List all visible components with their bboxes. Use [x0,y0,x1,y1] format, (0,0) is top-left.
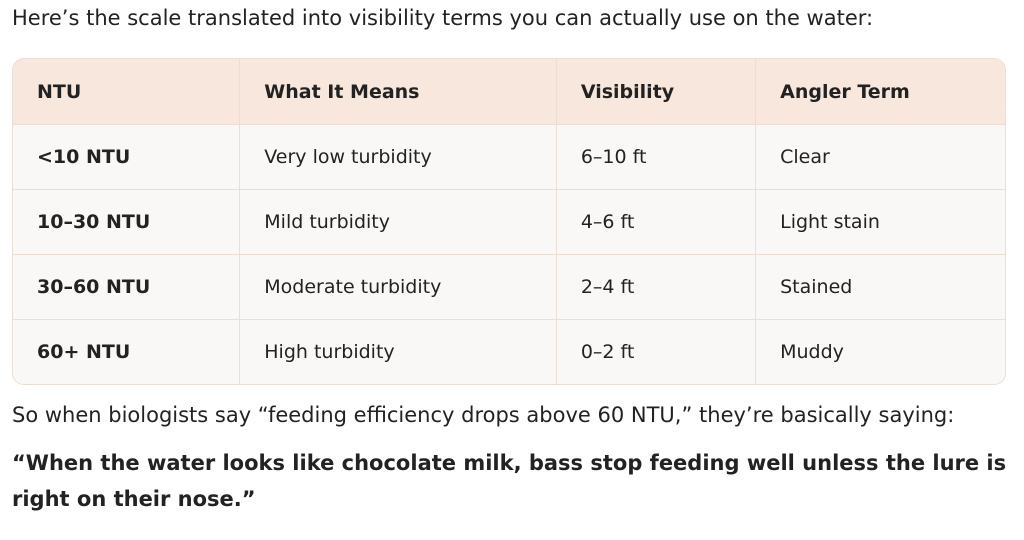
table-cell: 10–30 NTU [13,190,241,255]
content: Here’s the scale translated into visibil… [12,6,1007,511]
table-body: <10 NTU Very low turbidity 6–10 ft Clear 10–… [13,125,1005,384]
table-cell: 30–60 NTU [13,255,241,320]
table-cell: 0–2 ft [556,320,757,384]
quote: “When the water looks like chocolate mil… [12,451,1007,511]
table: NTU What It Means Visibility Angler Term <1… [12,58,1006,385]
table-cell: Muddy [756,320,1005,384]
table-cell: 2–4 ft [556,255,757,320]
table-cell: 4–6 ft [556,190,757,255]
header-cell: What It Means [240,59,557,125]
table-cell: Moderate turbidity [240,255,557,320]
table-cell: Mild turbidity [240,190,557,255]
table-cell: Light stain [756,190,1005,255]
table-row: 30–60 NTU Moderate turbidity 2–4 ft Stained [13,255,1005,320]
paragraph: So when biologists say “feeding efficien… [12,403,955,427]
table-cell: <10 NTU [13,125,241,190]
table-row: 10–30 NTU Mild turbidity 4–6 ft Light stain [13,190,1005,255]
table-cell: 6–10 ft [556,125,757,190]
table-row: <10 NTU Very low turbidity 6–10 ft Clear [13,125,1005,190]
table-cell: 60+ NTU [13,320,241,384]
header-cell: NTU [13,59,241,125]
table-row: 60+ NTU High turbidity 0–2 ft Muddy [13,320,1005,384]
intro: Here’s the scale translated into visibil… [12,6,874,30]
table-cell: Clear [756,125,1005,190]
table-cell: Very low turbidity [240,125,557,190]
header-cell: Visibility [556,59,757,125]
header-cell: Angler Term [756,59,1005,125]
table-cell: High turbidity [240,320,557,384]
header-row: NTU What It Means Visibility Angler Term [13,59,1005,125]
table-cell: Stained [756,255,1005,320]
